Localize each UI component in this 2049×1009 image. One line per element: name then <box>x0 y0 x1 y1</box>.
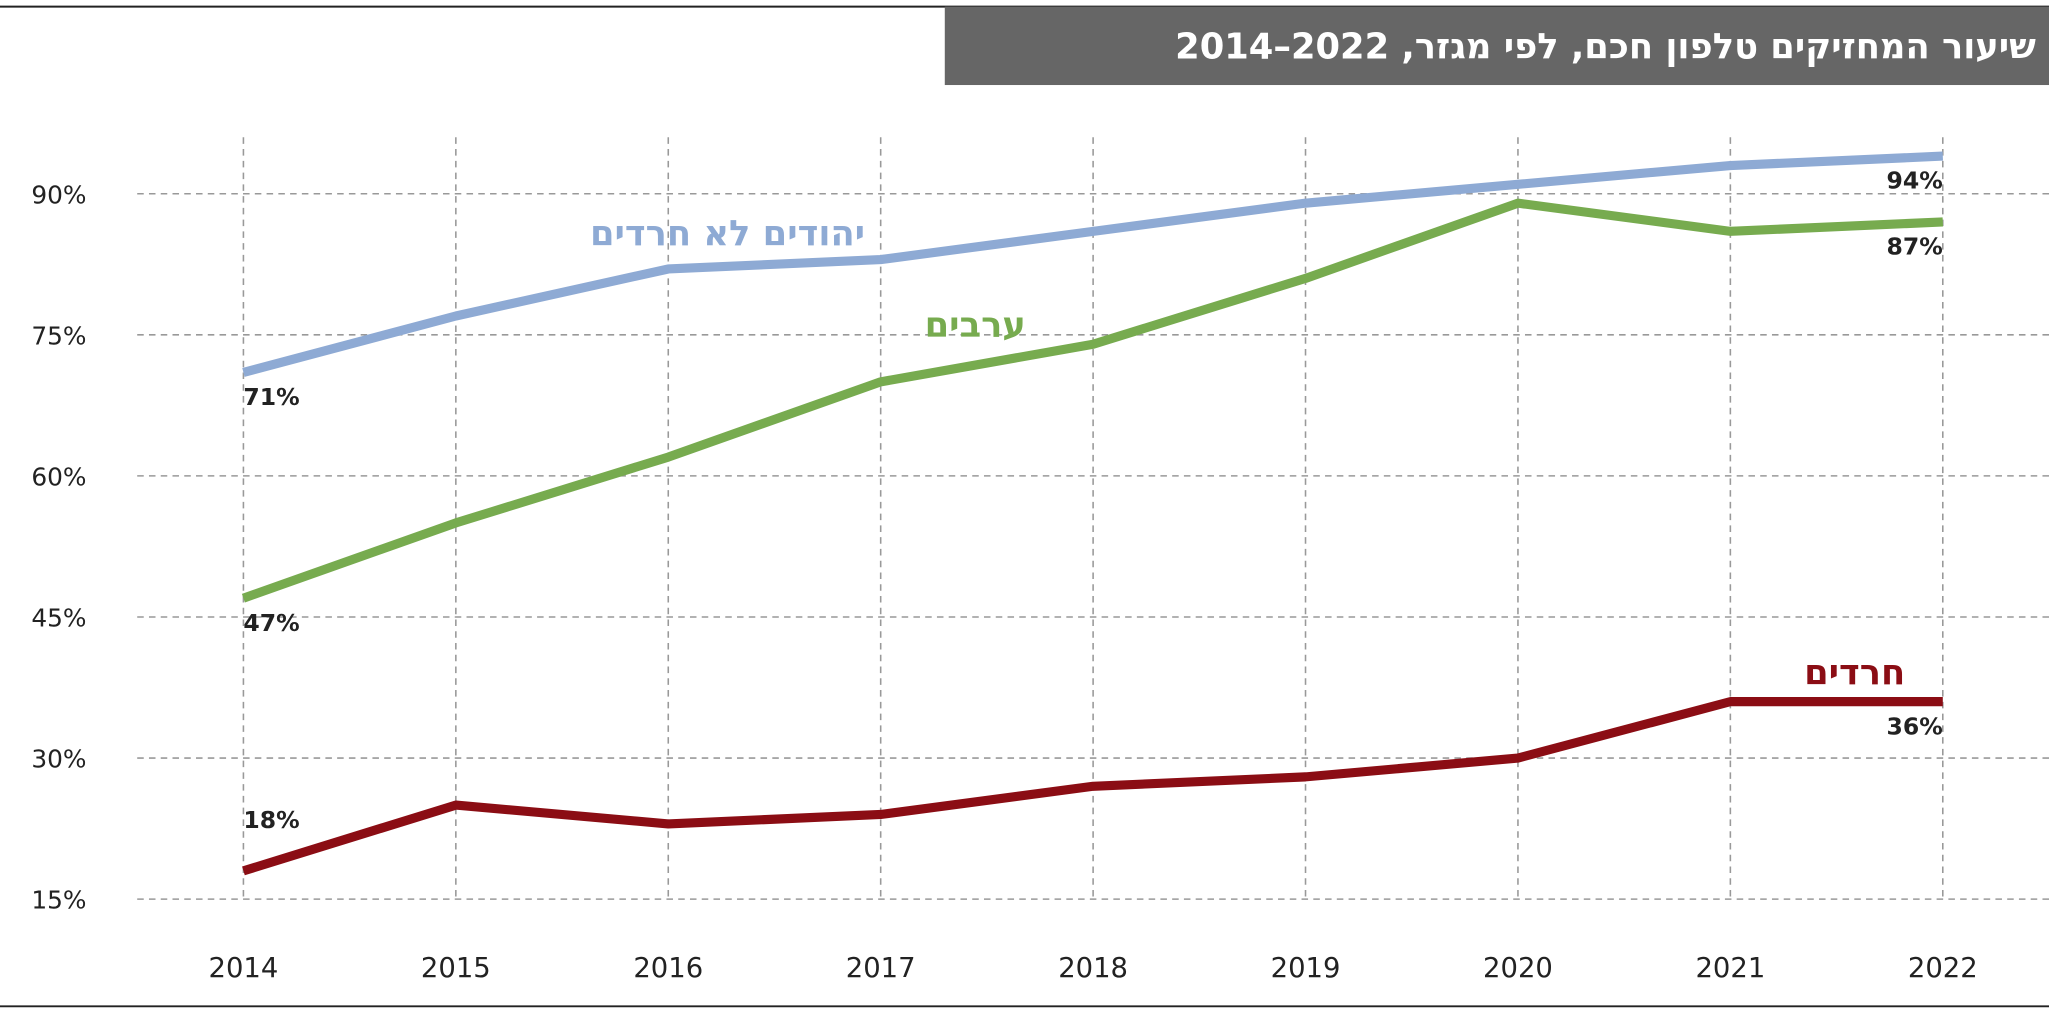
data-label: 18% <box>243 806 299 834</box>
y-tick-label: 60% <box>31 463 86 492</box>
series-line <box>241 198 1943 603</box>
x-tick-label: 2015 <box>421 953 491 984</box>
y-tick-label: 75% <box>31 321 86 350</box>
series-label: יהודים לא חרדים <box>590 213 865 254</box>
series-line <box>242 697 1943 876</box>
data-label: 36% <box>1886 712 1942 740</box>
x-tick-label: 2019 <box>1271 953 1341 984</box>
data-label: 71% <box>243 383 299 411</box>
y-tick-label: 15% <box>31 886 86 915</box>
data-label: 47% <box>243 609 299 637</box>
data-label: 94% <box>1886 167 1942 195</box>
chart-title: שיעור המחזיקים טלפון חכם, לפי מגזר, 2022… <box>1175 26 2036 67</box>
x-tick-label: 2017 <box>846 953 916 984</box>
title-bar <box>944 6 2049 86</box>
series-label: ערבים <box>925 305 1026 346</box>
series-label: חרדים <box>1804 652 1905 693</box>
x-tick-label: 2020 <box>1483 953 1553 984</box>
y-tick-label: 45% <box>31 604 86 633</box>
x-tick-label: 2021 <box>1695 953 1765 984</box>
y-tick-label: 90% <box>31 180 86 209</box>
x-tick-label: 2018 <box>1058 953 1128 984</box>
y-tick-label: 30% <box>31 745 86 774</box>
x-tick-label: 2014 <box>209 953 279 984</box>
x-tick-label: 2016 <box>633 953 703 984</box>
series-line <box>242 151 1943 377</box>
x-tick-label: 2022 <box>1908 953 1978 984</box>
data-label: 87% <box>1886 233 1942 261</box>
